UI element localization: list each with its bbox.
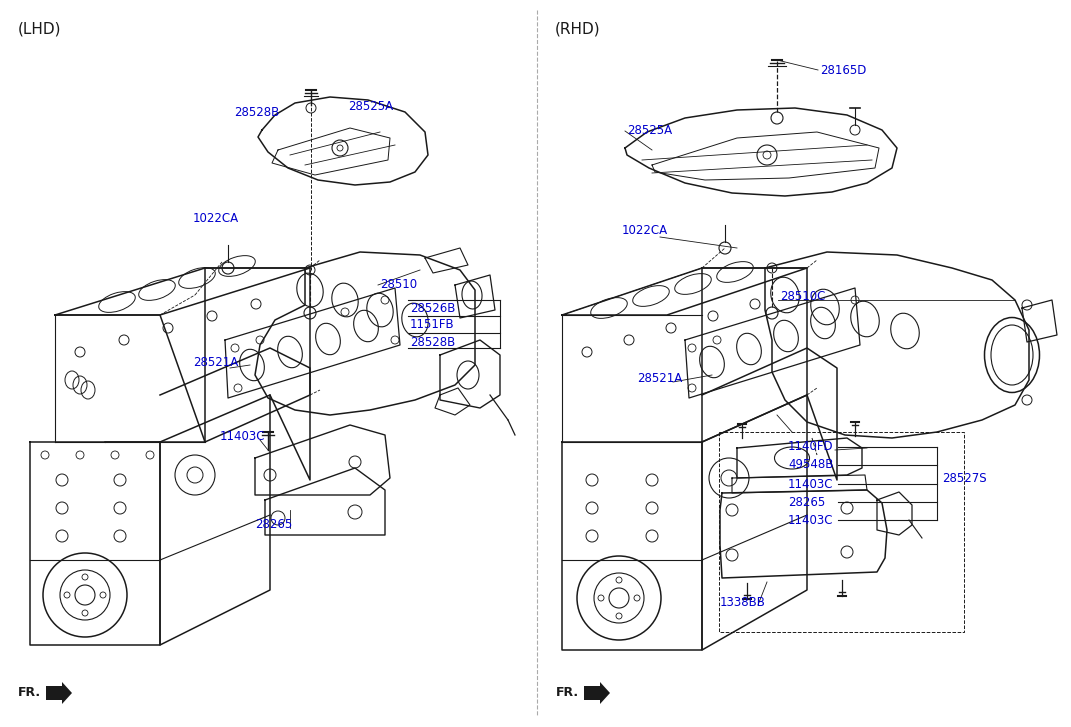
Text: 28510C: 28510C bbox=[780, 291, 826, 303]
Text: (RHD): (RHD) bbox=[555, 22, 601, 37]
Text: 1151FB: 1151FB bbox=[410, 318, 454, 332]
Text: 49548B: 49548B bbox=[788, 459, 833, 472]
Text: (LHD): (LHD) bbox=[18, 22, 61, 37]
Text: 28525A: 28525A bbox=[627, 124, 673, 137]
Text: 28521A: 28521A bbox=[193, 356, 238, 369]
Text: 28528B: 28528B bbox=[233, 106, 280, 119]
Text: 1338BB: 1338BB bbox=[720, 596, 766, 609]
Text: 28510: 28510 bbox=[380, 278, 417, 292]
Text: 28165D: 28165D bbox=[820, 63, 866, 76]
Text: 1022CA: 1022CA bbox=[622, 225, 668, 238]
Text: 1022CA: 1022CA bbox=[193, 212, 239, 225]
Text: 28265: 28265 bbox=[255, 518, 292, 531]
Text: 11403C: 11403C bbox=[220, 430, 266, 443]
Text: FR.: FR. bbox=[556, 686, 579, 699]
Text: 28265: 28265 bbox=[788, 496, 826, 508]
Polygon shape bbox=[584, 682, 610, 704]
Polygon shape bbox=[46, 682, 72, 704]
Text: 11403C: 11403C bbox=[788, 478, 833, 491]
Text: 11403C: 11403C bbox=[788, 513, 833, 526]
Text: 28521A: 28521A bbox=[637, 371, 682, 385]
Text: 28526B: 28526B bbox=[410, 302, 455, 315]
Text: 28528B: 28528B bbox=[410, 335, 455, 348]
Text: 28527S: 28527S bbox=[942, 472, 986, 484]
Text: 1140FD: 1140FD bbox=[788, 441, 833, 454]
Bar bbox=[719, 432, 964, 632]
Text: FR.: FR. bbox=[18, 686, 41, 699]
Text: 28525A: 28525A bbox=[348, 100, 393, 113]
